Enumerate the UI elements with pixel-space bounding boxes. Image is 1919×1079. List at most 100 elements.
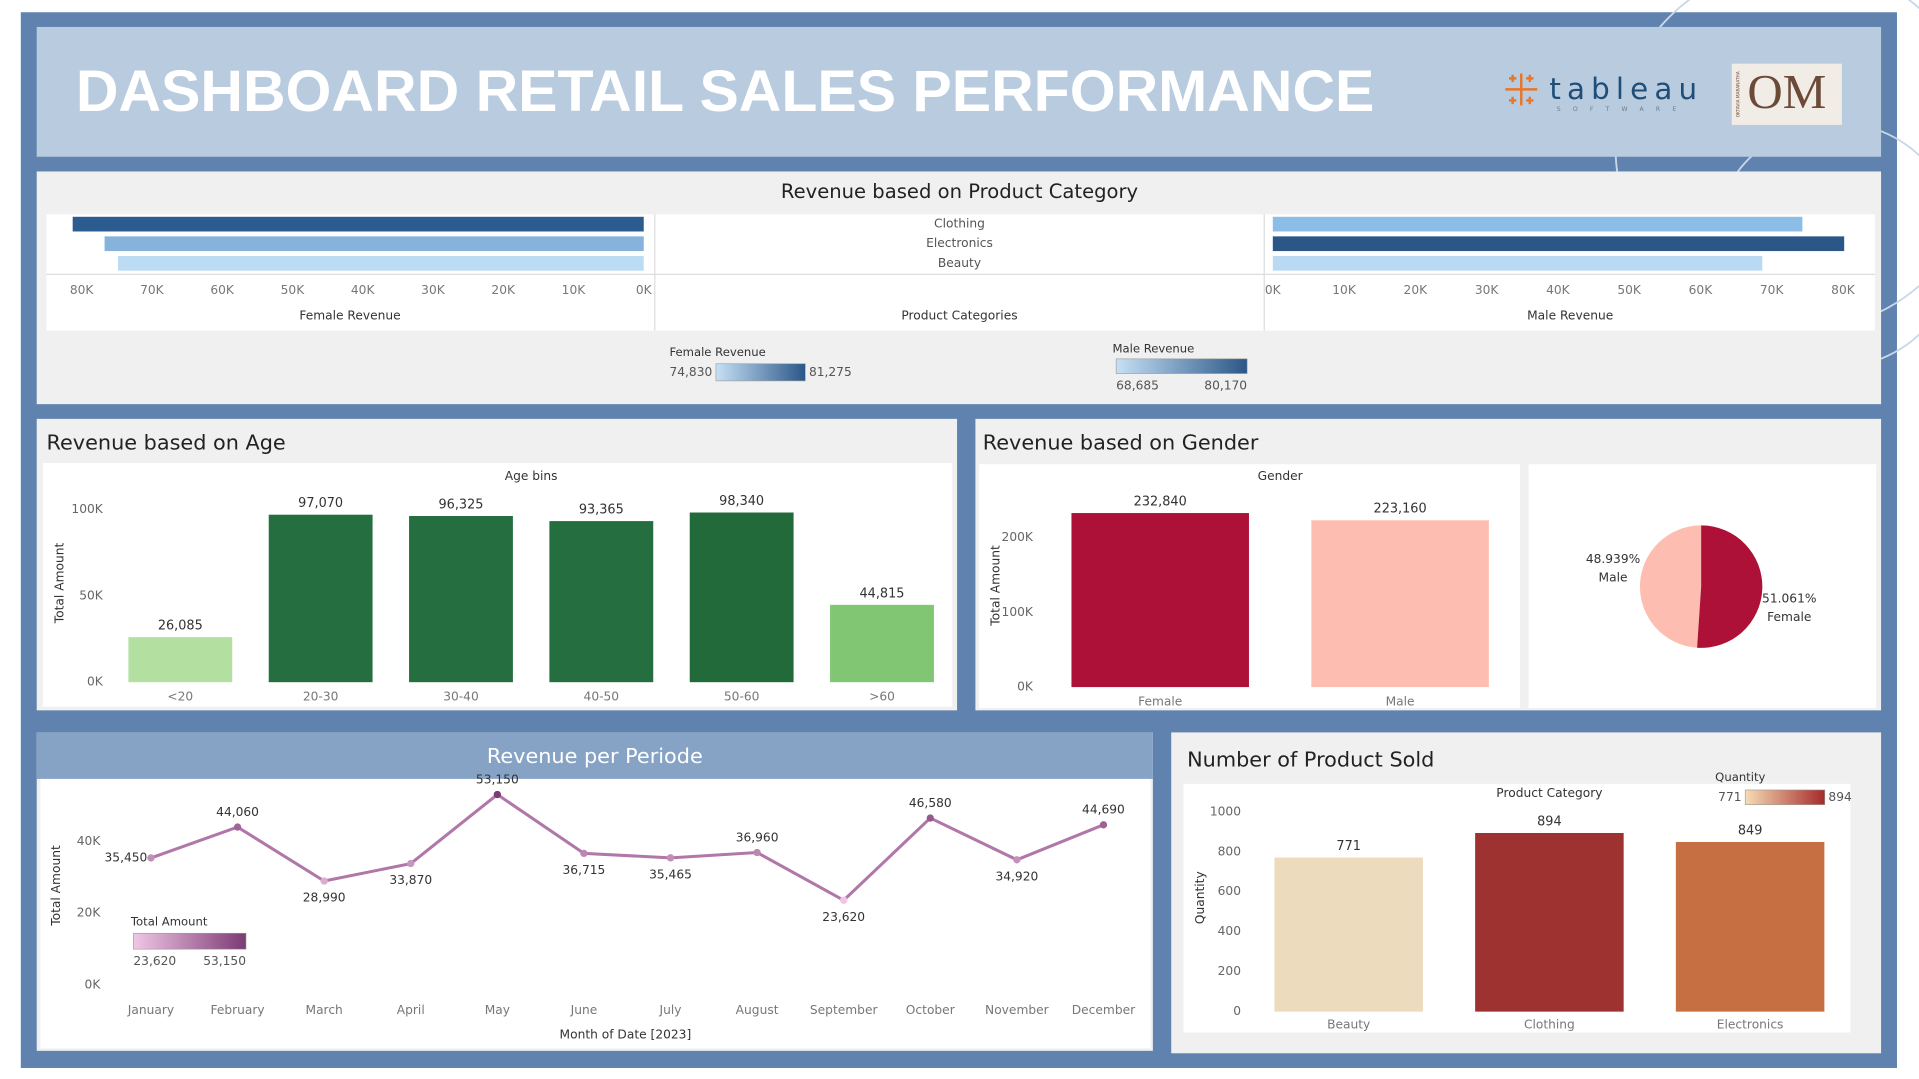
x-tick-label: <20 [167,689,193,703]
x-axis-title: Gender [1258,469,1304,483]
om-box [1731,63,1842,125]
x-tick-label: Electronics [1717,1018,1784,1032]
bar [72,216,644,232]
color-legend [1744,789,1826,805]
bar [128,637,233,683]
y-tick-label: 0K [85,977,102,991]
slice-label: Female [1767,610,1811,624]
x-tick-label: September [810,1003,879,1017]
x-tick-label: 60K [210,283,235,297]
value-label: 894 [1537,814,1562,829]
x-axis-title: Female Revenue [299,308,400,322]
x-tick-label: January [127,1003,174,1017]
y-tick-label: 20K [77,906,102,920]
x-tick-label: 40K [1546,283,1571,297]
y-axis-title: Total Amount [989,545,1003,627]
y-tick-label: 0K [1017,680,1034,694]
y-tick-label: 200 [1218,964,1241,978]
x-tick-label: 20-30 [303,689,339,703]
value-label: 33,870 [389,873,432,887]
point [666,854,675,862]
plot-area [46,214,1875,331]
value-label: 44,060 [216,805,259,819]
point [493,790,502,799]
x-tick-label: 70K [1760,283,1785,297]
chart-title: Revenue per Periode [487,744,703,768]
y-tick-label: 600 [1218,884,1241,898]
bar [1475,832,1624,1012]
tableau-sub: SOFTWARE [1557,106,1689,113]
x-tick-label: December [1072,1003,1136,1017]
x-tick-label: 20K [1404,283,1429,297]
point [320,877,328,885]
chart-title: Revenue based on Age [47,430,286,454]
bar [549,521,654,683]
x-axis-title: Age bins [505,469,558,483]
value-label: 96,325 [439,497,484,512]
value-label: 26,085 [158,619,203,634]
chart-title: Number of Product Sold [1187,748,1434,772]
x-tick-label: Beauty [1327,1018,1370,1032]
category-label: Electronics [926,236,993,250]
x-tick-label: 80K [1831,283,1856,297]
value-label: 36,715 [563,863,606,877]
x-tick-label: >60 [869,689,895,703]
value-label: 34,920 [995,869,1038,883]
x-tick-label: March [306,1003,343,1017]
x-tick-label: 40K [351,283,376,297]
legend-title: Female Revenue [669,345,765,359]
y-tick-label: 100K [71,502,103,516]
x-tick-label: 70K [140,283,165,297]
y-tick-label: 0 [1233,1004,1241,1018]
value-label: 849 [1738,823,1763,838]
om-mark: OM [1747,64,1826,119]
slice-label: Male [1599,571,1628,585]
x-tick-label: 10K [562,283,587,297]
y-axis-title: Total Amount [49,845,63,927]
y-axis-title: Total Amount [52,542,66,624]
value-label: 35,450 [105,850,148,864]
point [1013,856,1021,864]
x-tick-label: 0K [1265,283,1282,297]
divider [46,214,1875,331]
category-label: Beauty [938,256,981,270]
x-tick-label: August [736,1003,779,1017]
point [840,896,848,904]
slice-value-label: 51.061% [1762,591,1816,605]
bar [104,236,644,252]
x-tick-label: 30K [421,283,446,297]
header-bg [36,26,1882,157]
y-tick-label: 50K [79,588,104,602]
x-tick-label: 10K [1332,283,1357,297]
y-axis-title: Quantity [1193,871,1207,924]
legend-min: 74,830 [669,365,712,379]
bar [1272,216,1803,232]
x-tick-label: Clothing [1524,1018,1575,1032]
legend-min: 68,685 [1116,378,1159,392]
value-label: 44,815 [860,586,905,601]
bar [1311,520,1489,688]
color-legend [715,363,806,382]
bar [268,514,373,683]
bar [1272,236,1845,252]
x-axis-title: Product Category [1496,786,1602,800]
plot-area [40,778,1151,1049]
value-label: 97,070 [298,496,343,511]
x-tick-label: 20K [491,283,516,297]
legend-max: 894 [1828,790,1852,804]
category-axis-title: Product Categories [901,308,1017,322]
tableau-word: tableau [1549,72,1703,106]
pie-slice [1697,525,1763,648]
legend-max: 80,170 [1204,378,1247,392]
point [147,854,155,862]
slice-value-label: 48.939% [1586,552,1640,566]
x-tick-label: 50K [1617,283,1642,297]
x-tick-label: 80K [70,283,95,297]
chart-title: Revenue based on Product Category [781,180,1138,203]
legend-title: Total Amount [130,915,208,929]
point [407,859,415,868]
bar [117,255,644,271]
legend-title: Quantity [1715,770,1765,784]
